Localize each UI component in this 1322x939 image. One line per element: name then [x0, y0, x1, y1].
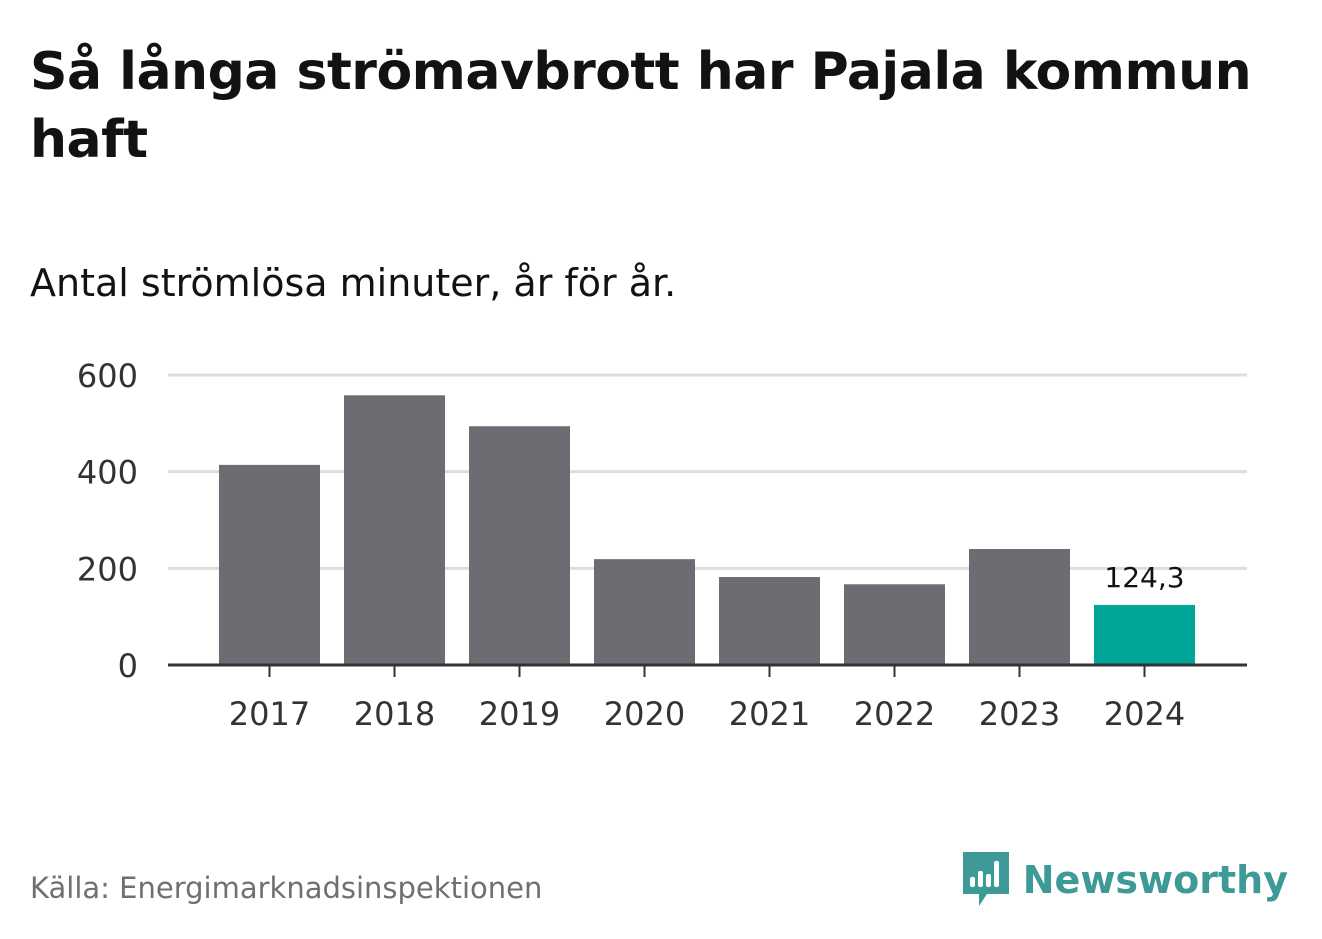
x-tick-label: 2020 [604, 695, 685, 733]
x-axis-ticks: 2017 2018 2019 2020 2021 2022 2023 2024 [229, 665, 1185, 733]
y-tick-label: 600 [77, 357, 138, 395]
y-tick-label: 200 [77, 550, 138, 588]
data-label: 124,3 [1104, 561, 1184, 594]
bar-2020 [594, 559, 695, 665]
y-axis-ticks: 0 200 400 600 [71, 351, 144, 691]
source-note: Källa: Energimarknadsinspektionen [30, 871, 543, 905]
brand-logo: Newsworthy [961, 850, 1288, 910]
x-tick-label: 2017 [229, 695, 310, 733]
bar-2023 [969, 549, 1070, 665]
brand-name: Newsworthy [1022, 858, 1288, 902]
bar-2017 [219, 464, 320, 665]
x-tick-label: 2024 [1104, 695, 1185, 733]
y-tick-label: 400 [77, 454, 138, 492]
gridlines [168, 373, 1247, 570]
bars [219, 395, 1195, 665]
bar-2018 [344, 395, 445, 665]
x-tick-label: 2018 [354, 695, 435, 733]
chart-subtitle: Antal strömlösa minuter, år för år. [30, 261, 677, 305]
x-tick-label: 2023 [979, 695, 1060, 733]
chart-title: Så långa strömavbrott har Pajala kommun … [30, 42, 1252, 170]
x-tick-label: 2019 [479, 695, 560, 733]
newsworthy-logo-icon [962, 852, 1009, 906]
data-labels: 124,3 [1104, 561, 1184, 594]
bar-2024 [1094, 604, 1195, 665]
x-tick-label: 2022 [854, 695, 935, 733]
x-tick-label: 2021 [729, 695, 810, 733]
y-tick-label: 0 [118, 647, 138, 685]
bar-2022 [844, 584, 945, 665]
bar-2019 [469, 426, 570, 665]
bar-2021 [719, 577, 820, 665]
